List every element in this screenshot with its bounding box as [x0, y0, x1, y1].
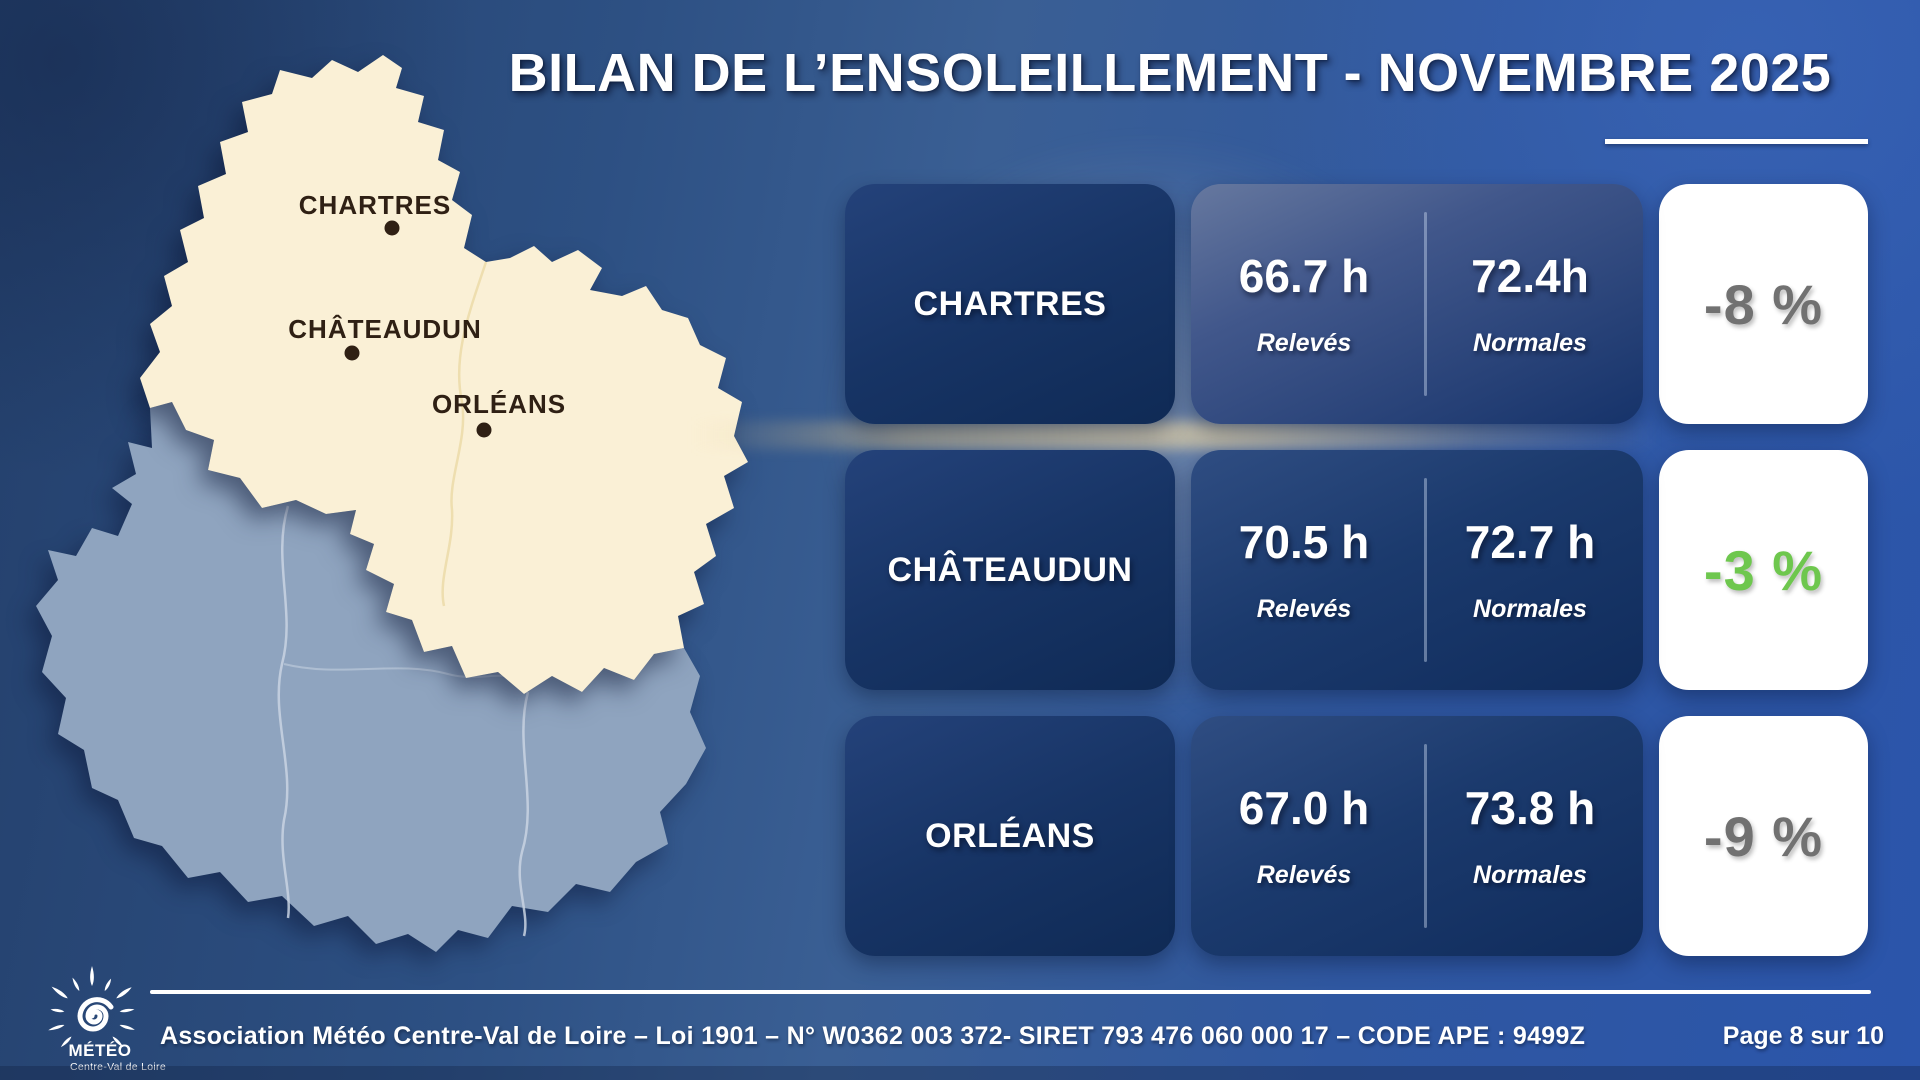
vertical-divider	[1423, 744, 1427, 928]
logo-title: MÉTÉO	[69, 1041, 132, 1060]
city-name: ORLÉANS	[925, 816, 1095, 855]
map-city-label: CHARTRES	[299, 190, 451, 220]
page-title: BILAN DE L’ENSOLEILLEMENT - NOVEMBRE 202…	[508, 43, 1832, 103]
values-card: 67.0 h Relevés 73.8 h Normales	[1191, 716, 1643, 956]
normal-value: 72.4h	[1471, 249, 1589, 302]
values-card: 66.7 h Relevés 72.4h Normales	[1191, 184, 1643, 424]
bottom-shade	[0, 1066, 1920, 1080]
table-row: CHARTRES 66.7 h Relevés 72.4h Normales -…	[845, 184, 1868, 424]
normal-value: 72.7 h	[1464, 515, 1596, 568]
city-card: CHÂTEAUDUN	[845, 450, 1175, 690]
delta-value: -8 %	[1703, 272, 1824, 336]
map-city-dot	[384, 220, 400, 236]
normal-label: Normales	[1473, 594, 1587, 623]
meteo-logo: MÉTÉO Centre-Val de Loire	[48, 966, 166, 1073]
observed-block: 67.0 h Relevés	[1191, 716, 1417, 956]
map-department-border	[441, 261, 488, 607]
observed-block: 66.7 h Relevés	[1191, 184, 1417, 424]
footer-divider	[150, 990, 1871, 994]
observed-label: Relevés	[1256, 594, 1352, 623]
observed-label: Relevés	[1256, 328, 1352, 357]
vertical-divider	[1423, 478, 1427, 662]
map-city-chateaudun: CHÂTEAUDUN	[288, 314, 481, 361]
normal-label: Normales	[1473, 328, 1587, 357]
map-city-dot	[476, 422, 492, 438]
city-card: ORLÉANS	[845, 716, 1175, 956]
observed-value: 70.5 h	[1238, 515, 1370, 568]
delta-card: -9 %	[1659, 716, 1868, 956]
observed-block: 70.5 h Relevés	[1191, 450, 1417, 690]
city-card: CHARTRES	[845, 184, 1175, 424]
table-row: ORLÉANS 67.0 h Relevés 73.8 h Normales -…	[845, 716, 1868, 956]
map-department-border	[283, 663, 525, 681]
title-underline	[1605, 139, 1868, 144]
observed-label: Relevés	[1256, 860, 1352, 889]
delta-card: -3 %	[1659, 450, 1868, 690]
values-card: 70.5 h Relevés 72.7 h Normales	[1191, 450, 1643, 690]
observed-value: 66.7 h	[1238, 249, 1370, 302]
table-row: CHÂTEAUDUN 70.5 h Relevés 72.7 h Normale…	[845, 450, 1868, 690]
normal-value: 73.8 h	[1464, 781, 1596, 834]
map-muted-departments	[36, 402, 706, 952]
map-department-border	[518, 691, 530, 937]
normal-block: 72.4h Normales	[1417, 184, 1643, 424]
city-name: CHARTRES	[913, 284, 1107, 323]
map-department-border	[277, 505, 290, 919]
map-city-chartres: CHARTRES	[299, 190, 451, 236]
map-city-orleans: ORLÉANS	[432, 389, 566, 438]
delta-value: -9 %	[1703, 804, 1824, 868]
delta-card: -8 %	[1659, 184, 1868, 424]
map-city-dot	[344, 345, 360, 361]
logo-subtitle: Centre-Val de Loire	[70, 1061, 166, 1073]
map-city-label: CHÂTEAUDUN	[288, 314, 481, 344]
map-highlighted-departments	[140, 55, 748, 694]
vertical-divider	[1423, 212, 1427, 396]
footer-legal-text: Association Météo Centre-Val de Loire – …	[160, 1022, 1586, 1050]
page-indicator: Page 8 sur 10	[1722, 1022, 1884, 1050]
city-name: CHÂTEAUDUN	[887, 550, 1133, 589]
normal-label: Normales	[1473, 860, 1587, 889]
normal-block: 72.7 h Normales	[1417, 450, 1643, 690]
map-city-label: ORLÉANS	[432, 389, 566, 419]
delta-value: -3 %	[1703, 538, 1824, 602]
observed-value: 67.0 h	[1238, 781, 1370, 834]
sun-icon	[48, 966, 135, 1048]
normal-block: 73.8 h Normales	[1417, 716, 1643, 956]
